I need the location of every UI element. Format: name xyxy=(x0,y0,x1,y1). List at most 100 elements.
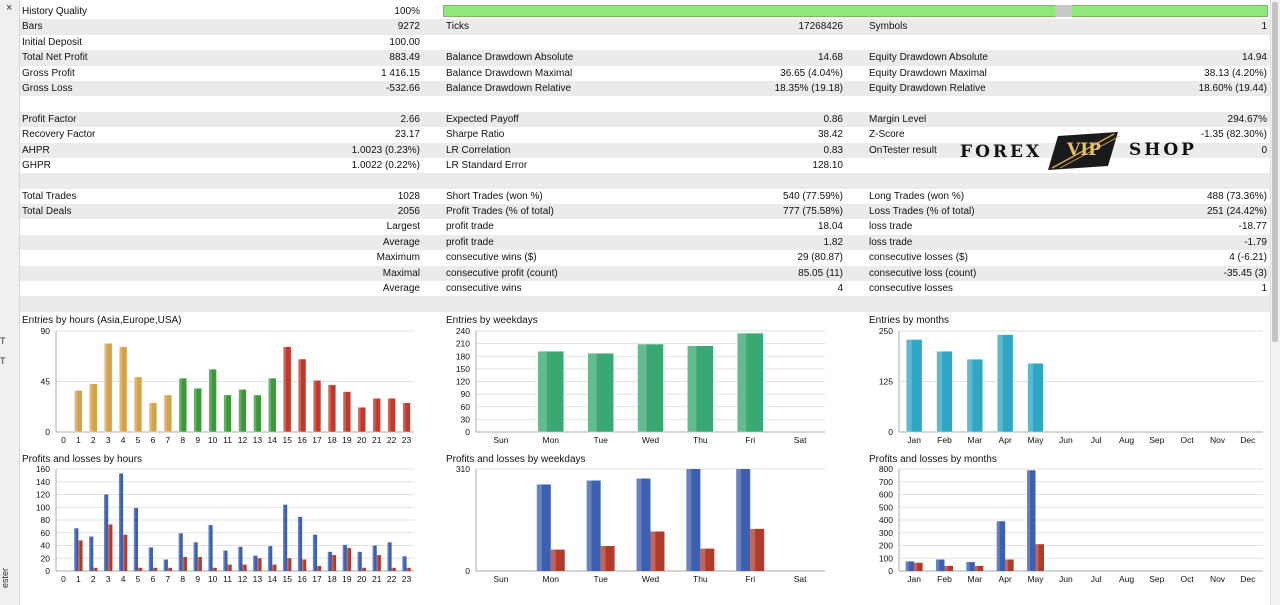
metric-label: Expected Payoff xyxy=(446,113,519,125)
bar xyxy=(637,343,664,433)
x-tick-label: 5 xyxy=(136,574,141,584)
chart-entries-months: Entries by months 0 125 250 Jan Feb Mar Apr May J… xyxy=(867,314,1267,450)
chart-svg: 0 100 200 300 400 500 600 700 800 Jan Feb Mar Apr May… xyxy=(879,464,1263,584)
bar-highlight xyxy=(182,556,185,571)
scrollbar-thumb[interactable] xyxy=(1272,2,1278,342)
bar-highlight xyxy=(178,378,182,432)
x-tick-label: 7 xyxy=(166,574,171,584)
x-tick-label: 23 xyxy=(402,574,412,584)
bar-highlight xyxy=(104,343,108,432)
metric-value: 0 xyxy=(1261,144,1267,156)
y-tick-label: 120 xyxy=(36,490,50,500)
x-tick-label: 18 xyxy=(327,574,337,584)
loss-bar xyxy=(391,567,396,571)
bar-highlight xyxy=(283,504,285,571)
bar xyxy=(357,407,366,433)
report-row: Total Net Profit 883.49 Balance Drawdown A… xyxy=(20,50,1270,66)
chart-pl-months: Profits and losses by months 0 100 200 300 40… xyxy=(867,453,1267,589)
bar xyxy=(312,380,322,433)
metric-value: 18.04 xyxy=(817,221,843,233)
logo-text-left: FOREX xyxy=(960,142,1043,162)
loss-bar xyxy=(302,559,307,571)
x-tick-label: 15 xyxy=(282,574,292,584)
bar-highlight xyxy=(1005,559,1009,571)
x-tick-label: Aug xyxy=(1119,574,1134,584)
metric-label: Equity Drawdown Maximal xyxy=(869,67,987,79)
bar-highlight xyxy=(686,469,692,571)
profit-bar xyxy=(586,480,601,571)
metric-label: Balance Drawdown Absolute xyxy=(446,52,574,64)
bar-highlight xyxy=(650,531,656,571)
chart-svg: 0 310 Sun Mon Tue Wed Thu Fri Sat xyxy=(456,464,825,584)
loss-bar xyxy=(406,567,411,571)
bar-highlight xyxy=(197,556,200,571)
metric-value: 36.65 (4.04%) xyxy=(780,67,843,79)
chart-title: Entries by hours (Asia,Europe,USA) xyxy=(22,315,182,326)
x-tick-label: 13 xyxy=(253,574,263,584)
x-tick-label: Sun xyxy=(493,574,508,584)
y-tick-label: 800 xyxy=(879,464,893,474)
profit-bar xyxy=(133,507,139,571)
metric-label: Long Trades (won %) xyxy=(869,190,965,202)
report-row: Average consecutive wins 4 consecutive loss… xyxy=(20,281,1270,296)
metric-value: 17268426 xyxy=(798,21,844,33)
x-tick-label: Mon xyxy=(543,574,560,584)
metric-value: -35.45 (3) xyxy=(1223,267,1267,279)
metric-value: -532.66 xyxy=(386,82,420,94)
loss-bar xyxy=(227,564,232,571)
tester-tab[interactable]: ester xyxy=(0,568,10,589)
x-tick-label: 20 xyxy=(357,435,367,445)
chart-pl-hours: Profits and losses by hours 0 20 40 60 80 100 1… xyxy=(20,453,420,589)
metric-value: 9272 xyxy=(397,21,420,33)
profit-bar xyxy=(193,542,198,571)
x-tick-label: Sat xyxy=(794,574,807,584)
y-tick-label: 40 xyxy=(41,541,51,551)
report-row xyxy=(20,296,1270,312)
profit-bar xyxy=(163,559,168,571)
x-tick-label: Fri xyxy=(745,435,755,445)
x-tick-label: Sun xyxy=(493,435,508,445)
x-tick-label: 8 xyxy=(180,435,185,445)
bar-highlight xyxy=(600,545,606,571)
bar xyxy=(537,351,564,433)
bar xyxy=(74,390,83,433)
close-icon[interactable]: × xyxy=(6,2,13,14)
bar-highlight xyxy=(387,398,391,432)
x-tick-label: Thu xyxy=(693,435,708,445)
bar-highlight xyxy=(750,528,756,571)
y-tick-label: 60 xyxy=(461,402,471,412)
x-tick-label: 0 xyxy=(61,435,66,445)
profit-bar xyxy=(686,469,701,571)
x-tick-label: Dec xyxy=(1240,574,1256,584)
bar xyxy=(223,394,232,433)
bar-highlight xyxy=(149,402,152,432)
bar-highlight xyxy=(376,555,379,571)
x-tick-label: 23 xyxy=(402,435,412,445)
profit-bar xyxy=(74,528,79,571)
metric-value: 18.60% (19.44) xyxy=(1198,82,1267,94)
metric-value: 251 (24.42%) xyxy=(1206,206,1267,218)
bar-highlight xyxy=(357,407,361,432)
bar-highlight xyxy=(208,369,212,432)
loss-bar xyxy=(650,531,665,571)
x-tick-label: 16 xyxy=(297,574,307,584)
vertical-scrollbar[interactable] xyxy=(1270,0,1280,605)
bar-highlight xyxy=(402,556,404,571)
x-tick-label: Apr xyxy=(999,435,1012,445)
profit-bar xyxy=(536,484,551,571)
metric-label: consecutive loss (count) xyxy=(869,267,977,279)
bar-highlight xyxy=(89,536,91,571)
forex-vip-shop-logo: FOREX VIP SHOP xyxy=(958,124,1198,182)
bar-highlight xyxy=(302,559,304,571)
bar-highlight xyxy=(223,394,227,432)
bar xyxy=(148,402,158,433)
x-tick-label: 9 xyxy=(195,435,200,445)
x-tick-label: 6 xyxy=(151,435,156,445)
x-tick-label: Apr xyxy=(999,574,1012,584)
loss-bar xyxy=(287,558,292,571)
metric-label: GHPR xyxy=(22,159,51,171)
report-row: Profit Factor 2.66 Expected Payoff 0.86 Marg… xyxy=(20,111,1270,128)
metric-label: Bars xyxy=(22,21,43,33)
x-tick-label: Mar xyxy=(968,435,983,445)
